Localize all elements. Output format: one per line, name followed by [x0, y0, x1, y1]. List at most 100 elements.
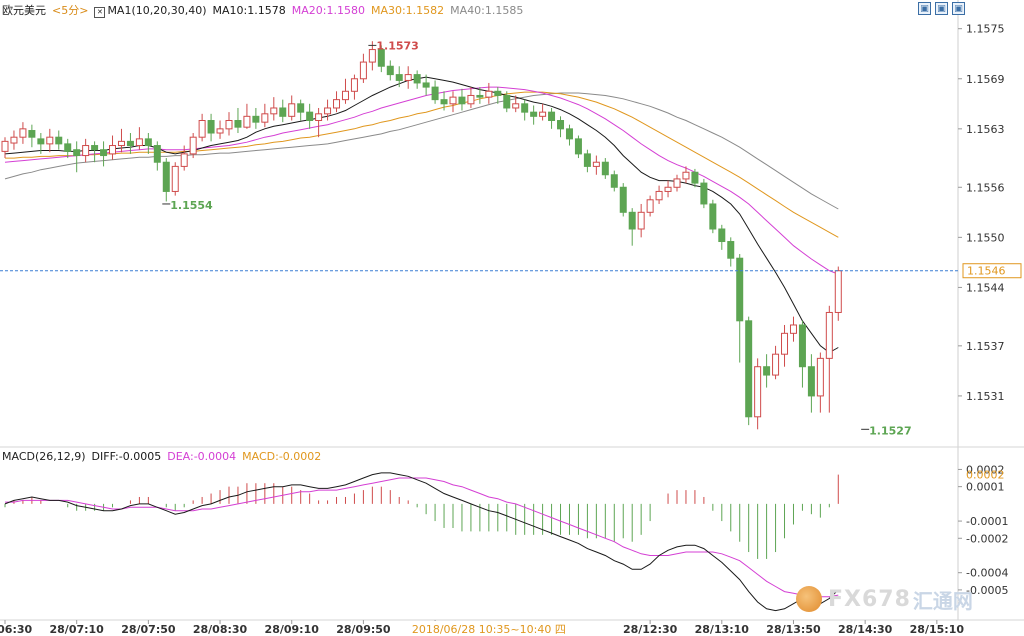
- macd-tick-label: 0.0001: [966, 481, 1005, 494]
- candle-down: [91, 145, 99, 151]
- candle-down: [565, 128, 573, 140]
- candle-up: [512, 103, 520, 109]
- candle-down: [709, 203, 717, 230]
- price-tick-label: 1.1550: [966, 231, 1005, 244]
- candle-up: [368, 49, 376, 63]
- macd-tick-label: -0.0002: [966, 532, 1008, 545]
- time-tick-label: 28/12:30: [623, 623, 678, 636]
- extreme-label: 1.1527: [869, 424, 911, 437]
- candle-down: [557, 120, 565, 130]
- diff-line: [4, 472, 839, 612]
- candle-down: [763, 366, 771, 376]
- ma10-line: [4, 76, 839, 354]
- candle-up: [673, 178, 681, 188]
- window-button-1[interactable]: ▣: [918, 2, 931, 15]
- candle-up: [324, 107, 332, 115]
- candle-down: [440, 99, 448, 105]
- candle-down: [386, 65, 394, 76]
- candle-up: [189, 136, 197, 155]
- candle-down: [153, 145, 161, 163]
- time-tick-label: 28/07:10: [50, 623, 105, 636]
- dea-label: DEA:-0.0004: [167, 450, 237, 463]
- candle-down: [610, 174, 618, 188]
- candle-down: [691, 171, 699, 184]
- ma-params-label: MA1(10,20,30,40): [107, 4, 207, 17]
- crosshair-time-box: [394, 621, 583, 635]
- candle-down: [126, 140, 134, 147]
- candle-down: [476, 94, 484, 98]
- price-tick-label: 1.1544: [966, 281, 1005, 294]
- time-tick-label: 28/15:10: [910, 623, 965, 636]
- ma10-label: MA10:1.1578: [212, 4, 286, 17]
- candle-up: [449, 96, 457, 105]
- candle-down: [700, 182, 708, 205]
- candle-up: [46, 136, 54, 145]
- candle-down: [727, 241, 735, 259]
- watermark-text: FX678: [828, 586, 911, 612]
- candle-down: [745, 320, 753, 418]
- candle-down: [718, 228, 726, 243]
- time-tick-label: 28/06:30: [0, 623, 33, 636]
- time-tick-label: 28/07:50: [121, 623, 176, 636]
- window-button-3[interactable]: ▣: [952, 2, 965, 15]
- macd-params-label: MACD(26,12,9): [2, 450, 86, 463]
- extreme-label: 1.1554: [170, 199, 213, 212]
- candle-down: [395, 74, 403, 81]
- candle-up: [243, 115, 251, 128]
- candle-up: [592, 161, 600, 167]
- watermark-cn-text: 汇通网: [912, 588, 973, 613]
- candle-down: [377, 49, 385, 67]
- candle-down: [207, 120, 215, 134]
- time-tick-label: 28/13:10: [695, 623, 750, 636]
- candle-up: [109, 145, 117, 155]
- macd-tick-label: -0.0001: [966, 515, 1008, 528]
- candle-up: [637, 211, 645, 230]
- price-tick-label: 1.1563: [966, 123, 1005, 136]
- candle-down: [37, 138, 45, 145]
- candle-up: [341, 90, 349, 101]
- candle-down: [798, 324, 806, 368]
- candle-up: [789, 324, 797, 334]
- candle-up: [171, 165, 179, 192]
- candle-down: [521, 103, 529, 113]
- candle-up: [754, 366, 762, 418]
- macd-current-label: 0.0002: [966, 469, 1005, 482]
- ma30-label: MA30:1.1582: [370, 4, 445, 17]
- candle-up: [1, 140, 9, 152]
- macd-tick-label: -0.0005: [966, 584, 1008, 597]
- candle-down: [297, 103, 305, 113]
- time-tick-label: 28/14:30: [838, 623, 893, 636]
- time-tick-label: 28/13:50: [766, 623, 821, 636]
- candle-down: [619, 186, 627, 213]
- ma20-label: MA20:1.1580: [291, 4, 365, 17]
- indicator-icon[interactable]: ✕: [94, 7, 106, 18]
- watermark-logo-icon: [796, 586, 822, 612]
- candle-up: [404, 74, 412, 81]
- candle-up: [539, 111, 547, 117]
- window-button-2[interactable]: ▣: [935, 2, 948, 15]
- period-label[interactable]: <5分>: [52, 4, 89, 17]
- candle-down: [100, 149, 108, 157]
- time-tick-label: 28/09:50: [336, 623, 391, 636]
- candle-down: [601, 161, 609, 176]
- candle-down: [144, 138, 152, 147]
- candle-up: [216, 128, 224, 134]
- candle-up: [82, 145, 90, 157]
- candle-up: [315, 113, 323, 121]
- candle-up: [117, 140, 125, 147]
- diff-label: DIFF:-0.0005: [91, 450, 162, 463]
- price-tick-label: 1.1575: [966, 23, 1005, 36]
- candle-up: [288, 103, 296, 117]
- candle-down: [458, 96, 466, 105]
- macd-value-label: MACD:-0.0002: [242, 450, 322, 463]
- current-price-box: [962, 263, 1022, 279]
- candle-up: [270, 107, 278, 115]
- candle-down: [279, 107, 287, 117]
- candle-up: [834, 270, 842, 313]
- extreme-label: 1.1573: [376, 39, 418, 52]
- macd-tick-label: -0.0004: [966, 567, 1008, 580]
- candle-up: [682, 171, 690, 180]
- candle-up: [816, 357, 824, 397]
- candle-down: [807, 366, 815, 397]
